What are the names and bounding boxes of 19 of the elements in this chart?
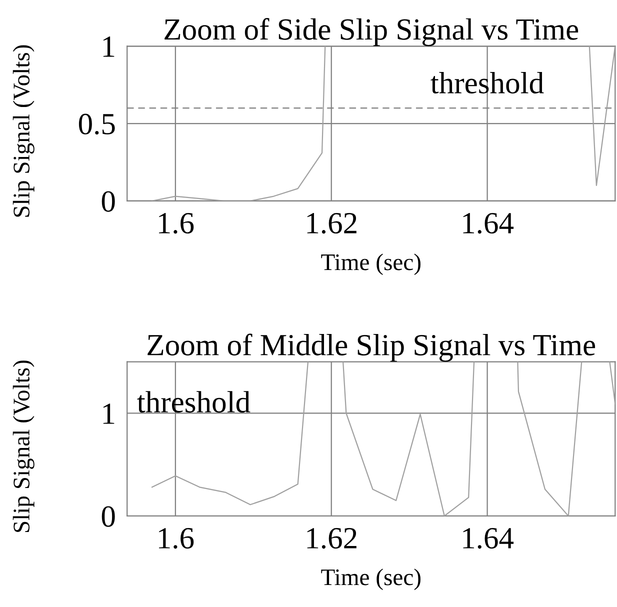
- chart-title: Zoom of Middle Slip Signal vs Time: [148, 334, 596, 362]
- x-tick-label: 1.62: [307, 212, 356, 234]
- x-axis-title: Time (sec): [321, 568, 420, 590]
- y-tick-label: 0.5: [78, 114, 115, 135]
- annotation: threshold: [137, 391, 250, 413]
- y-tick-label: 1: [103, 36, 114, 57]
- y-axis-title: Slip Signal (Volts): [12, 360, 34, 532]
- x-tick-label: 1.6: [159, 212, 194, 234]
- x-axis-title: Time (sec): [321, 254, 420, 276]
- y-tick-label: 0: [102, 506, 115, 527]
- x-tick-label: 1.64: [463, 212, 514, 234]
- annotation: threshold: [430, 72, 544, 94]
- y-axis-title: Slip Signal (Volts): [12, 45, 34, 217]
- y-tick-label: 0: [102, 191, 115, 212]
- chart-title: Zoom of Side Slip Signal vs Time: [164, 18, 578, 46]
- x-tick-label: 1.62: [307, 528, 356, 549]
- x-tick-label: 1.64: [463, 528, 514, 549]
- y-tick-label: 1: [103, 404, 114, 424]
- x-tick-label: 1.6: [159, 528, 194, 549]
